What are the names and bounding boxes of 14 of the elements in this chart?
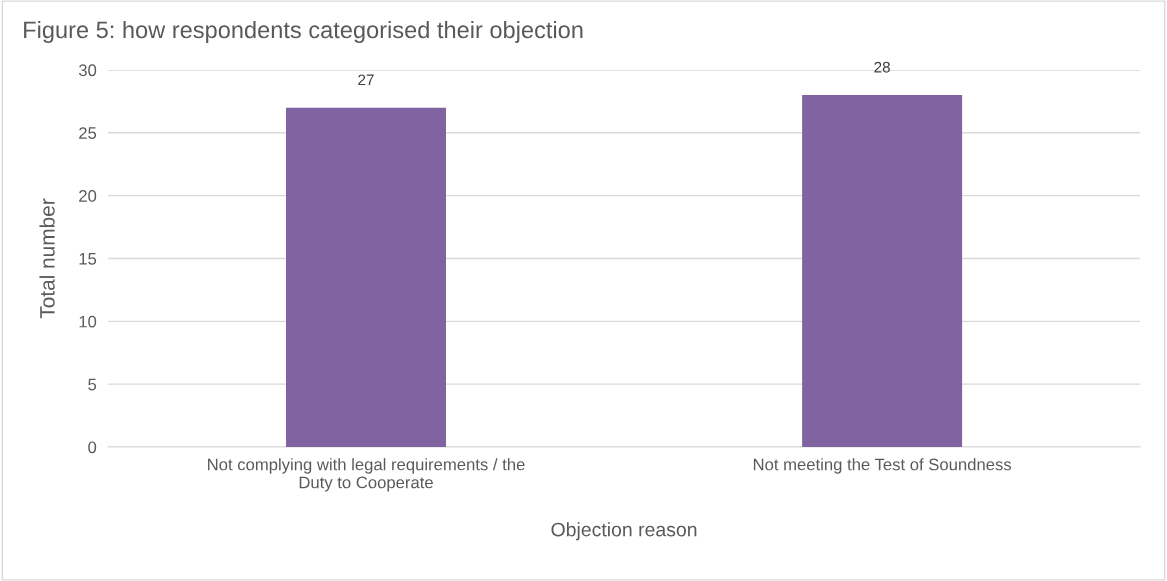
x-tick-label: Not complying with legal requirements / the Duty to Cooperate [208,458,525,492]
data-label: 27 [358,74,374,86]
x-axis-title: Objection reason [551,522,697,541]
x-tick-label: Not meeting the Test of Soundness [753,458,1012,474]
y-tick-label: 0 [88,441,97,454]
y-tick-label: 25 [79,127,97,139]
y-tick-label: 10 [79,315,97,328]
y-tick-label: 15 [79,253,97,265]
y-axis-title: Total number [39,198,55,319]
data-label: 28 [874,61,890,73]
y-tick-label: 5 [88,378,97,391]
y-tick-label: 20 [79,190,97,202]
chart-title: Figure 5: how respondents categorised their objection [24,20,583,43]
y-tick-label: 30 [78,64,97,77]
